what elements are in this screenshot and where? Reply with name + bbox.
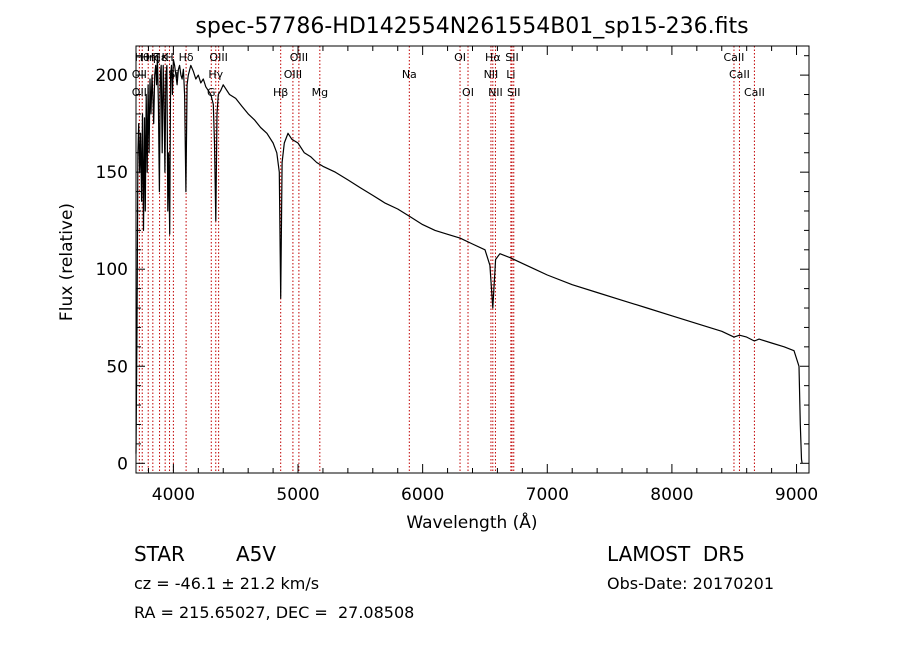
line-marker-label-4: K: [162, 51, 170, 64]
object-class: STAR: [134, 542, 185, 566]
line-marker-label-1: Hη: [141, 51, 156, 64]
line-marker-label-16: Mg: [312, 86, 328, 99]
line-marker-label-0: Hθ: [135, 51, 150, 64]
line-marker-label-19: OI: [462, 86, 474, 99]
x-tick-label-5000: 5000: [276, 485, 319, 505]
x-tick-label-9000: 9000: [775, 485, 818, 505]
line-marker-label-22: NII: [488, 86, 503, 99]
redshift-velocity: cz = -46.1 ± 21.2 km/s: [134, 574, 320, 593]
line-marker-label-26: CaII: [724, 51, 745, 64]
x-tick-label-7000: 7000: [526, 485, 569, 505]
line-markers: [138, 46, 755, 473]
y-axis: 0 50 100 150 200: [96, 55, 809, 474]
coordinates: RA = 215.65027, DEC = 27.08508: [134, 603, 415, 622]
line-marker-label-17: Na: [402, 68, 417, 81]
y-tick-label-100: 100: [96, 260, 128, 280]
line-marker-label-25: SII: [507, 86, 520, 99]
line-marker-label-15: OIII: [290, 51, 308, 64]
y-tick-label-50: 50: [106, 357, 128, 377]
x-tick-label-4000: 4000: [152, 485, 195, 505]
line-marker-label-9: OII: [132, 68, 147, 81]
chart-title: spec-57786-HD142554N261554B01_sp15-236.f…: [195, 14, 748, 39]
line-marker-label-18: OI: [454, 51, 466, 64]
line-marker-label-5: H: [165, 51, 173, 64]
line-marker-label-14: OIII: [284, 68, 302, 81]
line-marker-label-24: SII: [505, 51, 518, 64]
line-marker-label-10: OII: [132, 86, 147, 99]
line-marker-label-23: Li: [506, 68, 515, 81]
line-marker-label-20: NII: [484, 68, 499, 81]
plot-frame: [135, 45, 810, 474]
spectrum-line-0: [135, 55, 803, 464]
line-marker-label-2: Hζ: [146, 51, 160, 64]
line-marker-label-27: CaII: [729, 68, 750, 81]
line-marker-label-3: Hε: [152, 51, 166, 64]
line-marker-label-13: OIII: [209, 51, 227, 64]
observation-date: Obs-Date: 20170201: [607, 574, 775, 593]
x-tick-label-8000: 8000: [650, 485, 693, 505]
x-axis-label: Wavelength (Å): [406, 511, 537, 533]
x-tick-label-6000: 6000: [401, 485, 444, 505]
line-marker-label-12: G: [207, 86, 216, 99]
line-marker-label-28: CaII: [744, 86, 765, 99]
line-marker-label-8: Hβ: [273, 86, 288, 99]
line-marker-label-7: Hγ: [208, 68, 223, 81]
y-tick-label-200: 200: [96, 66, 128, 86]
x-axis: 4000 5000 6000 7000 8000 9000: [147, 46, 818, 505]
line-marker-label-21: Hα: [485, 51, 501, 64]
y-tick-label-0: 0: [117, 454, 128, 474]
y-axis-label: Flux (relative): [57, 203, 77, 321]
spectrum-series: [135, 55, 803, 464]
survey-name: LAMOST DR5: [607, 542, 745, 566]
object-subclass: A5V: [236, 542, 277, 566]
line-marker-label-6: Hδ: [179, 51, 194, 64]
y-tick-label-150: 150: [96, 163, 128, 183]
